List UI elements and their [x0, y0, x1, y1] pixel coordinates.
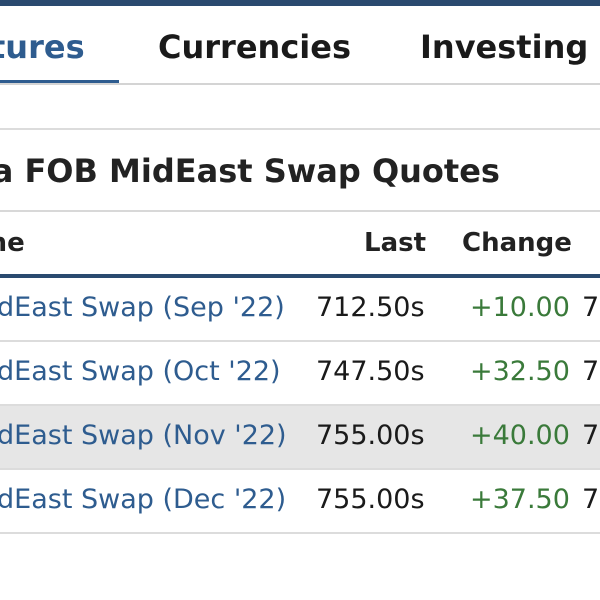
top-accent-strip: [0, 0, 600, 6]
contract-name-link[interactable]: lidEast Swap (Sep '22): [0, 292, 285, 323]
table-row[interactable]: lidEast Swap (Nov '22) 755.00s +40.00 7: [0, 406, 600, 470]
contract-name-link[interactable]: lidEast Swap (Nov '22): [0, 420, 287, 451]
next-column-value: 7: [582, 484, 600, 515]
tab-currencies[interactable]: Currencies: [158, 28, 351, 66]
contract-name-link[interactable]: lidEast Swap (Dec '22): [0, 484, 287, 515]
last-price: 755.00s: [316, 420, 425, 451]
next-column-value: 7: [582, 292, 600, 323]
quotes-panel: ea FOB MidEast Swap Quotes me Last Chang…: [0, 128, 600, 534]
last-price: 755.00s: [316, 484, 425, 515]
next-column-value: 74: [582, 356, 600, 387]
last-price: 712.50s: [316, 292, 425, 323]
column-header-last[interactable]: Last: [364, 228, 427, 258]
table-row[interactable]: lidEast Swap (Oct '22) 747.50s +32.50 74: [0, 342, 600, 406]
table-header-top-rule: [0, 210, 600, 212]
active-tab-indicator: [0, 80, 119, 85]
column-header-name[interactable]: me: [0, 228, 25, 258]
nav-tabs: tures Currencies Investing: [0, 6, 600, 85]
last-price: 747.50s: [316, 356, 425, 387]
nav-divider: [0, 83, 600, 85]
table-header-bottom-rule: [0, 274, 600, 278]
table-header-row: me Last Change: [0, 212, 600, 276]
tab-futures[interactable]: tures: [0, 28, 85, 66]
table-row[interactable]: lidEast Swap (Dec '22) 755.00s +37.50 7: [0, 470, 600, 534]
column-header-change[interactable]: Change: [462, 228, 572, 258]
price-change: +37.50: [470, 484, 570, 515]
next-column-value: 7: [582, 420, 600, 451]
price-change: +40.00: [470, 420, 570, 451]
table-row[interactable]: lidEast Swap (Sep '22) 712.50s +10.00 7: [0, 278, 600, 342]
panel-title: ea FOB MidEast Swap Quotes: [0, 152, 500, 190]
price-change: +10.00: [470, 292, 570, 323]
tab-investing[interactable]: Investing: [420, 28, 589, 66]
price-change: +32.50: [470, 356, 570, 387]
contract-name-link[interactable]: lidEast Swap (Oct '22): [0, 356, 281, 387]
